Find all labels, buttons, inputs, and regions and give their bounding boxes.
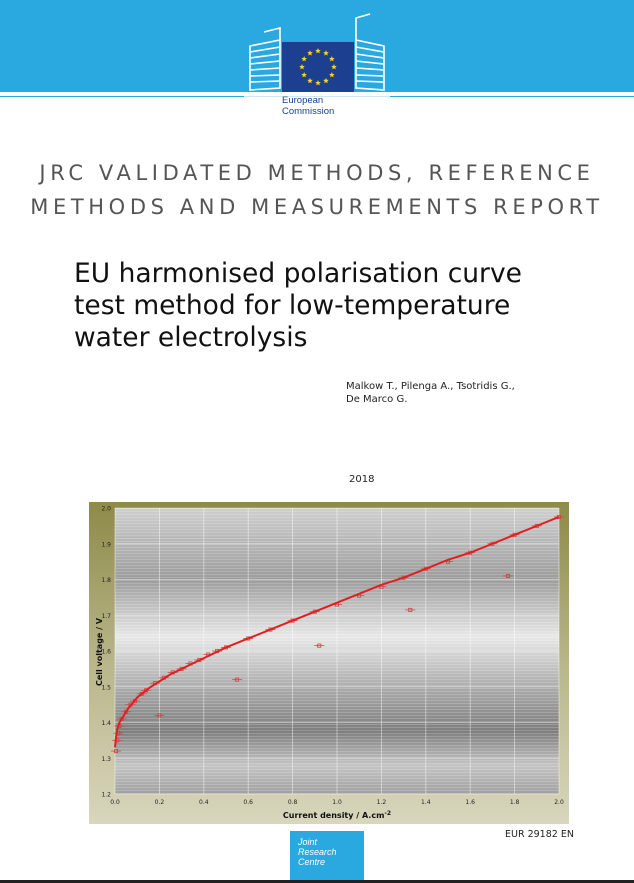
y-tick-label: 1.4: [101, 720, 111, 727]
document-title-line2: test method for low-temperature: [74, 290, 511, 321]
y-tick-label: 2.0: [101, 506, 111, 513]
marker-point: [157, 713, 162, 718]
marker-point: [408, 607, 413, 612]
y-tick-label: 1.2: [101, 792, 111, 799]
report-number: EUR 29182 EN: [505, 829, 574, 840]
publication-year: 2018: [349, 474, 375, 485]
x-axis-label-text: Current density / A.cm: [283, 811, 385, 820]
eu-star-icon: [315, 48, 321, 54]
document-title: EU harmonised polarisation curve test me…: [74, 258, 574, 354]
series-title-line2: METHODS AND MEASUREMENTS REPORT: [30, 195, 604, 219]
x-tick-label: 0.4: [199, 799, 209, 806]
eu-star-icon: [307, 77, 313, 84]
eu-star-icon: [329, 72, 335, 78]
chart-grid: [114, 507, 560, 795]
eu-star-icon: [329, 56, 335, 62]
y-tick-label: 1.3: [101, 756, 111, 763]
polarisation-curve-chart: 1.2 1.3 1.4 1.5 1.6 1.7 1.8 1.9 2.0 0.0 0.2 0.4 0.6…: [89, 502, 569, 824]
jrc-logo-line3: Centre: [298, 857, 326, 867]
data-marker: [232, 677, 243, 682]
marker-point: [144, 688, 149, 693]
x-tick-label: 2.0: [554, 799, 564, 806]
marker-point: [505, 573, 510, 578]
authors: Malkow T., Pilenga A., Tsotridis G., De …: [346, 380, 606, 406]
authors-line1: Malkow T., Pilenga A., Tsotridis G.,: [346, 381, 515, 392]
marker-point: [114, 749, 119, 754]
x-tick-label: 1.8: [510, 799, 520, 806]
eu-star-icon: [299, 64, 305, 70]
x-axis-label: Current density / A.cm-2: [283, 810, 391, 820]
document-title-line1: EU harmonised polarisation curve: [74, 258, 522, 289]
y-tick-labels: 1.2 1.3 1.4 1.5 1.6 1.7 1.8 1.9 2.0: [101, 506, 111, 799]
x-tick-label: 0.6: [243, 799, 253, 806]
x-tick-label: 0.2: [155, 799, 165, 806]
jrc-logo: Joint Research Centre: [290, 831, 364, 880]
ec-logo-line1: European: [282, 95, 324, 106]
series-title-line1: JRC VALIDATED METHODS, REFERENCE: [39, 161, 595, 185]
eu-flag-building-icon: [244, 13, 390, 97]
data-marker: [154, 713, 165, 718]
ec-logo-line2: Commission: [282, 106, 335, 117]
x-tick-labels: 0.0 0.2 0.4 0.6 0.8 1.0 1.2 1.4 1.6 1.8 2.0: [110, 799, 564, 806]
data-marker: [405, 607, 416, 612]
eu-star-icon: [331, 64, 337, 70]
jrc-logo-text: Joint Research Centre: [298, 837, 337, 867]
authors-line2: De Marco G.: [346, 394, 408, 405]
marker-point: [235, 677, 240, 682]
eu-stars-icon: [299, 48, 337, 86]
x-tick-label: 1.2: [377, 799, 387, 806]
x-tick-label: 0.0: [110, 799, 120, 806]
marker-point: [317, 643, 322, 648]
jrc-logo-line1: Joint: [298, 837, 318, 847]
ec-logo-text: European Commission: [282, 95, 362, 117]
eu-star-icon: [323, 50, 329, 56]
x-axis-label-exponent: -2: [384, 810, 391, 817]
y-tick-label: 1.5: [101, 684, 111, 691]
y-tick-label: 1.7: [101, 613, 111, 620]
x-tick-label: 1.4: [421, 799, 431, 806]
polarisation-curve-line: [114, 516, 560, 748]
x-tick-label: 0.8: [288, 799, 298, 806]
x-tick-label: 1.6: [465, 799, 475, 806]
eu-star-icon: [315, 80, 321, 86]
eu-star-icon: [307, 50, 313, 56]
jrc-logo-line2: Research: [298, 847, 337, 857]
y-tick-label: 1.6: [101, 649, 111, 656]
marker-point: [139, 691, 144, 696]
data-marker: [502, 573, 513, 578]
y-tick-label: 1.8: [101, 577, 111, 584]
y-tick-label: 1.9: [101, 541, 111, 548]
eu-star-icon: [323, 77, 329, 84]
eu-star-icon: [301, 72, 307, 78]
data-marker: [111, 749, 122, 754]
eu-star-icon: [301, 56, 307, 62]
x-tick-label: 1.0: [332, 799, 342, 806]
bottom-rule: [0, 880, 634, 883]
document-title-line3: water electrolysis: [74, 322, 308, 353]
y-axis-label: Cell voltage / V: [95, 617, 104, 686]
data-marker: [314, 643, 325, 648]
